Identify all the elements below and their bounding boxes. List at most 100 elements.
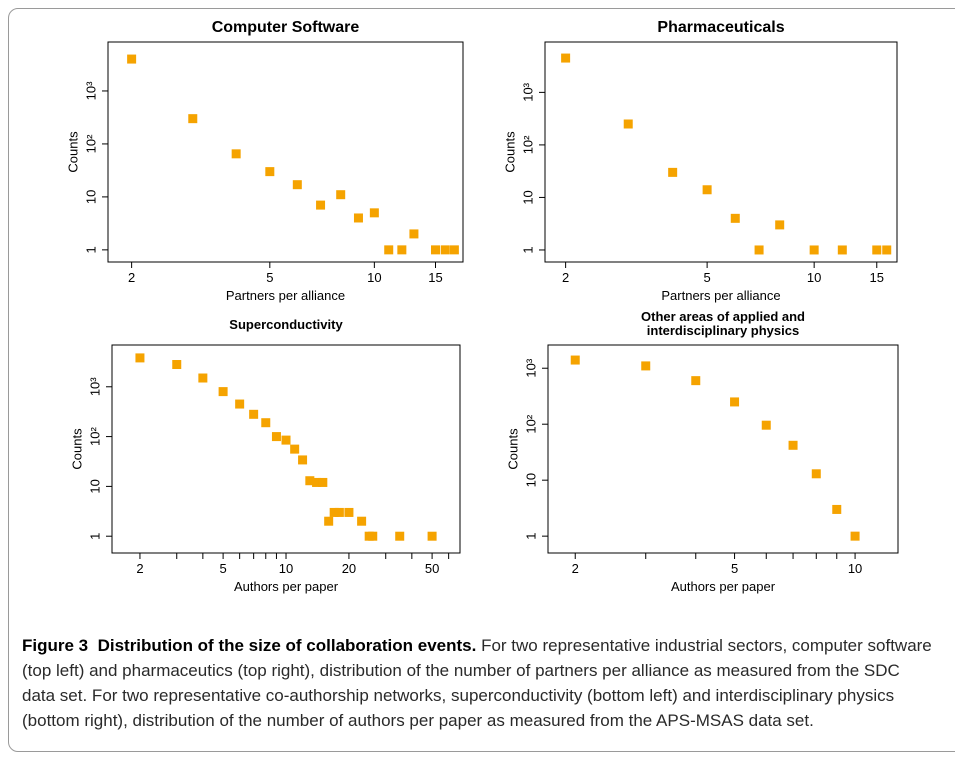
y-tick-label: 10³ [523,358,538,377]
data-point [730,397,740,407]
x-axis-label: Partners per alliance [661,288,780,303]
data-point [357,516,367,526]
y-tick-label: 1 [83,246,98,253]
chart-title: Computer Software [211,20,360,36]
y-tick-label: 1 [520,246,535,253]
x-tick-label: 15 [428,270,442,285]
data-point [811,469,821,479]
x-tick-label: 5 [703,270,710,285]
x-axis-label: Authors per paper [234,579,339,594]
data-point [691,376,701,386]
y-axis-label: Counts [69,428,84,470]
figure-frame [8,8,955,752]
data-point [369,208,379,218]
y-tick-label: 10 [520,190,535,204]
data-point [872,245,882,255]
chart-title-box: Computer Software [211,20,360,36]
data-point [449,245,459,255]
data-point [292,180,302,190]
x-tick-label: 5 [266,270,273,285]
y-tick-label: 10² [87,427,102,446]
data-point [882,245,892,255]
data-point [570,355,580,365]
data-point [353,213,363,223]
data-point [231,149,241,159]
data-point [395,531,405,541]
data-point [271,432,281,442]
data-point [261,418,271,428]
x-tick-label: 2 [562,270,569,285]
data-point [235,399,245,409]
x-tick-label: 2 [136,561,143,576]
data-point [427,531,437,541]
y-tick-label: 10³ [83,81,98,100]
data-point [172,360,182,370]
x-tick-label: 10 [848,561,862,576]
data-point [397,245,407,255]
data-point [135,353,145,363]
data-point [850,531,860,541]
caption-title: Distribution of the size of collaboratio… [97,636,477,655]
data-point [832,504,842,514]
x-tick-label: 2 [572,561,579,576]
data-point [730,213,740,223]
data-point [702,185,712,195]
y-tick-label: 10³ [87,377,102,396]
data-point [837,245,847,255]
data-point [318,477,328,487]
data-point [249,409,259,419]
y-tick-label: 1 [523,533,538,540]
y-tick-label: 10² [523,414,538,433]
chart-title-box: Other areas of applied and interdiscipli… [641,310,805,337]
plot-frame [547,344,899,554]
data-point [324,516,334,526]
x-tick-label: 10 [367,270,381,285]
y-tick-label: 10³ [520,82,535,101]
data-point [641,361,651,371]
data-point [312,477,322,487]
data-point [218,387,228,397]
x-tick-label: 2 [128,270,135,285]
y-axis-label: Counts [502,131,517,173]
data-point [127,54,137,64]
data-point [761,420,771,430]
y-tick-label: 10² [520,135,535,154]
data-point [431,245,441,255]
data-point [290,444,300,454]
y-axis-label: Counts [505,428,520,470]
y-tick-label: 10 [83,190,98,204]
x-tick-label: 20 [342,561,356,576]
data-point [316,200,326,210]
data-point [775,220,785,230]
data-point [754,245,764,255]
y-tick-label: 10 [523,473,538,487]
data-point [668,167,678,177]
chart-title: Pharmaceuticals [657,20,785,36]
data-point [409,229,419,239]
data-point [334,507,344,517]
x-tick-label: 5 [219,561,226,576]
data-point [623,119,633,129]
x-axis-label: Authors per paper [671,579,776,594]
x-tick-label: 50 [425,561,439,576]
data-point [384,245,394,255]
data-point [788,440,798,450]
data-point [265,167,275,177]
plot-frame [107,41,464,263]
x-tick-label: 5 [731,561,738,576]
x-tick-label: 10 [279,561,293,576]
x-tick-label: 10 [807,270,821,285]
chart-title-box: Superconductivity [229,318,342,331]
chart-title-box: Pharmaceuticals [657,20,785,36]
plot-frame [111,344,461,554]
y-tick-label: 1 [87,533,102,540]
data-point [368,531,378,541]
data-point [281,435,291,445]
plot-frame [544,41,898,263]
y-tick-label: 10 [87,479,102,493]
data-point [305,476,315,486]
data-point [344,507,354,517]
y-axis-label: Counts [65,131,80,173]
